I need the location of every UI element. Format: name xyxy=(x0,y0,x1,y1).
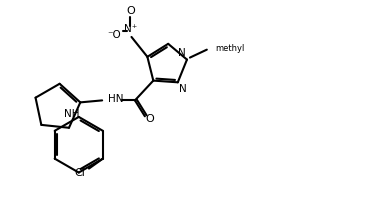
Text: O: O xyxy=(126,6,135,16)
Text: N: N xyxy=(179,84,187,94)
Text: methyl: methyl xyxy=(215,44,244,53)
Text: N⁺: N⁺ xyxy=(124,24,137,34)
Text: Cl: Cl xyxy=(74,168,85,177)
Text: N: N xyxy=(178,48,186,58)
Text: O: O xyxy=(146,114,154,124)
Text: HN: HN xyxy=(108,94,124,104)
Text: NH: NH xyxy=(64,109,80,119)
Text: ⁻O: ⁻O xyxy=(108,30,121,40)
